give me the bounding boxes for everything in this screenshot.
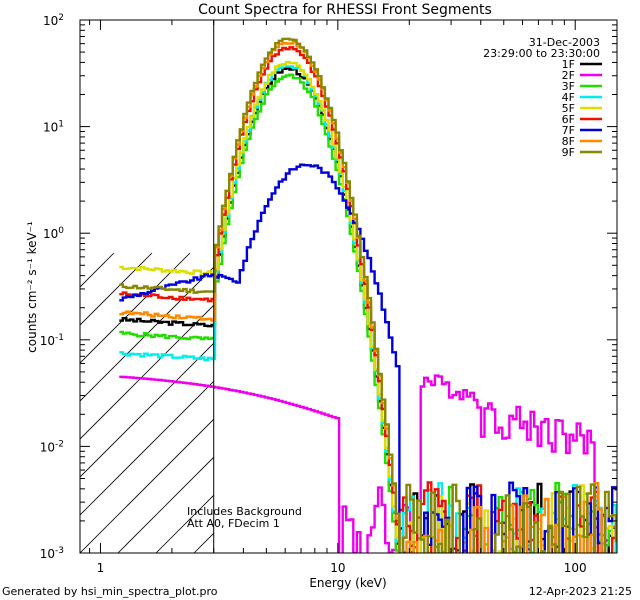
- legend-label-3F: 3F: [562, 80, 575, 93]
- series-8F: [119, 40, 603, 553]
- footer-timestamp: 12-Apr-2023 21:25: [529, 585, 632, 598]
- plot-frame: [79, 19, 618, 554]
- hatch-line: [346, 253, 640, 553]
- y-tick-label-1e1: 101: [43, 120, 64, 135]
- hatch-line: [80, 304, 214, 440]
- legend-label-6F: 6F: [562, 113, 575, 126]
- y-tick-label-1e-3: 10-3: [40, 546, 64, 561]
- legend-label-2F: 2F: [562, 69, 575, 82]
- hatch-region: [80, 252, 640, 553]
- x-axis-label: Energy (keV): [309, 576, 386, 590]
- hatch-line: [80, 342, 214, 478]
- series-3F: [119, 73, 617, 553]
- legend-label-8F: 8F: [562, 135, 575, 148]
- chart-title: Count Spectra for RHESSI Front Segments: [198, 2, 492, 18]
- hatch-line: [80, 252, 115, 288]
- date-label: 31-Dec-2003: [529, 36, 600, 49]
- x-tick-label-100: 100: [564, 561, 587, 575]
- hatch-line: [155, 494, 214, 553]
- legend-label-9F: 9F: [562, 146, 575, 159]
- legend-label-4F: 4F: [562, 91, 575, 104]
- y-tick-label-1e0: 100: [43, 226, 64, 241]
- series-2F: [119, 374, 617, 553]
- annotation-background: Includes Background: [187, 505, 302, 518]
- legend-label-7F: 7F: [562, 124, 575, 137]
- axis-ticks: [80, 20, 617, 554]
- series-6F: [119, 46, 617, 553]
- annotation-attenuator: Att A0, FDecim 1: [187, 517, 280, 530]
- y-axis-label: counts cm⁻² s⁻¹ keV⁻¹: [25, 221, 39, 353]
- hatch-line: [80, 380, 214, 516]
- hatch-line: [80, 266, 214, 402]
- y-tick-label-1e-2: 10-2: [40, 439, 64, 454]
- footer-generator: Generated by hsi_min_spectra_plot.pro: [2, 585, 218, 598]
- y-tick-label-1e2: 102: [43, 13, 64, 28]
- x-tick-label-10: 10: [330, 561, 345, 575]
- legend-label-1F: 1F: [562, 58, 575, 71]
- time-range-label: 23:29:00 to 23:30:00: [483, 47, 600, 60]
- series-9F: [119, 37, 617, 553]
- y-tick-label-1e-1: 10-1: [40, 333, 64, 348]
- hatch-line: [80, 252, 191, 364]
- hatch-line: [117, 456, 214, 553]
- hatch-line: [80, 418, 214, 553]
- x-tick-label-1: 1: [97, 561, 105, 575]
- series-layer: [119, 37, 617, 553]
- hatch-line: [80, 252, 153, 326]
- legend-label-5F: 5F: [562, 102, 575, 115]
- series-7F: [119, 163, 617, 553]
